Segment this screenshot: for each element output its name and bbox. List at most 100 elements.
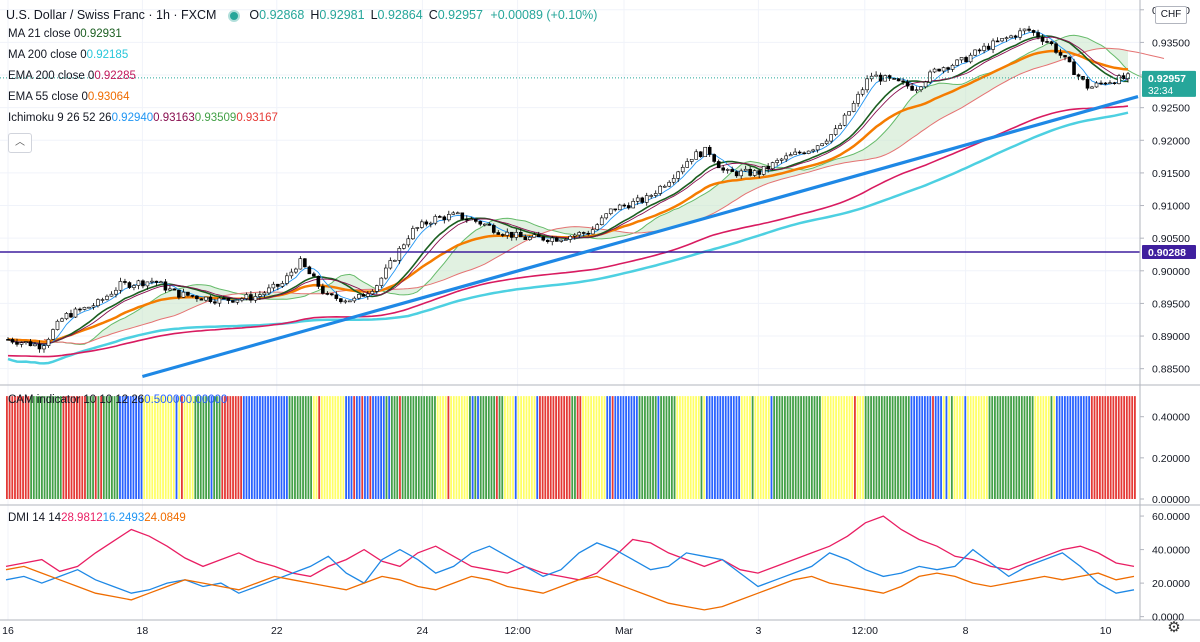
candle-body <box>905 81 910 87</box>
cam-bar <box>727 396 730 499</box>
settings-gear-icon[interactable]: ⚙ <box>1167 619 1181 636</box>
cam-bar <box>541 396 544 499</box>
candle-body <box>244 294 249 299</box>
cam-bar <box>759 396 762 499</box>
candle-body <box>968 54 973 63</box>
cam-bar <box>154 396 156 499</box>
cam-bar <box>907 396 910 499</box>
cam-bar <box>167 396 170 499</box>
collapse-legend-button[interactable]: ︿ <box>8 133 32 153</box>
cam-bar <box>75 396 78 499</box>
candle-body <box>1045 41 1049 43</box>
candle-body <box>671 178 676 183</box>
cam-bar <box>598 396 601 499</box>
candle-body <box>357 294 361 299</box>
candle-body <box>577 232 582 236</box>
cam-bar <box>1128 396 1131 499</box>
candle-body <box>163 281 168 291</box>
cam-bar <box>762 396 765 499</box>
cam-bar <box>1077 396 1080 499</box>
cam-legend: CAM indicator 10 10 12 260.500000.00000 <box>8 394 227 406</box>
cam-bar <box>592 396 595 499</box>
cam-bar <box>975 396 977 499</box>
cam-bar <box>765 396 767 499</box>
candle-body <box>464 218 469 221</box>
cam-bar <box>528 396 531 499</box>
cam-bar <box>269 396 272 499</box>
cam-bar <box>730 396 732 499</box>
cam-bar <box>283 396 286 499</box>
cam-bar <box>11 396 14 499</box>
candle-body <box>685 161 689 168</box>
legend-row[interactable]: MA 200 close 00.92185 <box>8 49 128 61</box>
cam-bar <box>345 396 348 499</box>
cam-bar <box>945 396 948 499</box>
cam-bar <box>915 396 918 499</box>
cam-bar <box>65 396 68 499</box>
cam-bar <box>880 396 883 499</box>
cam-bar <box>1125 396 1128 499</box>
cam-bar <box>770 396 773 499</box>
candle-body <box>55 320 60 330</box>
y-tick-label: 0.92500 <box>1152 103 1190 115</box>
cam-bar <box>320 396 323 499</box>
legend-value: 0.93509 <box>194 112 237 124</box>
cam-bar <box>646 396 649 499</box>
cam-bar <box>291 396 294 499</box>
cam-bar <box>1037 396 1039 499</box>
symbol-title[interactable]: U.S. Dollar / Swiss Franc · 1h · FXCM <box>6 8 217 22</box>
candle-body <box>118 281 123 291</box>
cam-bar <box>78 396 81 499</box>
candle-body <box>473 218 478 222</box>
cam-bar <box>724 396 727 499</box>
cam-bar <box>1085 396 1088 499</box>
candle-body <box>397 248 402 261</box>
candle-body <box>213 301 217 304</box>
cam-bar <box>385 396 388 499</box>
cam-bar <box>116 396 119 499</box>
cam-bar <box>977 396 980 499</box>
cam-bar <box>54 396 57 499</box>
cam-bar <box>862 396 864 499</box>
candle-body <box>1117 75 1121 85</box>
cam-bar <box>568 396 571 499</box>
currency-button[interactable]: CHF <box>1155 6 1187 24</box>
legend-row[interactable]: MA 21 close 00.92931 <box>8 28 122 40</box>
cam-bar <box>1047 396 1050 499</box>
candle-body <box>343 300 348 303</box>
cam-bar <box>609 396 611 499</box>
cam-bar <box>929 396 932 499</box>
candle-body <box>523 236 528 240</box>
cam-bar <box>576 396 579 499</box>
legend-row[interactable]: Ichimoku 9 26 52 260.929400.931630.93509… <box>8 112 278 124</box>
candle-body <box>1121 75 1126 79</box>
cam-bar <box>110 396 113 499</box>
cam-bar <box>932 396 934 499</box>
cam-bar <box>178 396 181 499</box>
legend-row[interactable]: EMA 55 close 00.93064 <box>8 91 129 103</box>
legend-row[interactable]: EMA 200 close 00.92285 <box>8 70 136 82</box>
cam-bar <box>210 396 213 499</box>
candle-body <box>235 299 240 303</box>
candle-body <box>1018 30 1022 38</box>
cam-bar <box>428 396 431 499</box>
candle-body <box>613 208 618 211</box>
cam-bar <box>183 396 186 499</box>
cam-bar <box>994 396 996 499</box>
cam-bar <box>294 396 296 499</box>
cam-bar <box>277 396 280 499</box>
candle-body <box>100 299 105 301</box>
cam-bar <box>350 396 353 499</box>
cam-bar <box>495 396 498 499</box>
candle-body <box>950 64 955 70</box>
cam-bar <box>312 396 315 499</box>
candle-body <box>361 294 366 297</box>
cam-bar <box>377 396 380 499</box>
cam-bar <box>232 396 234 499</box>
cam-bar <box>16 396 19 499</box>
candle-body <box>159 281 163 284</box>
cam-bar <box>1061 396 1064 499</box>
cam-bar <box>972 396 975 499</box>
